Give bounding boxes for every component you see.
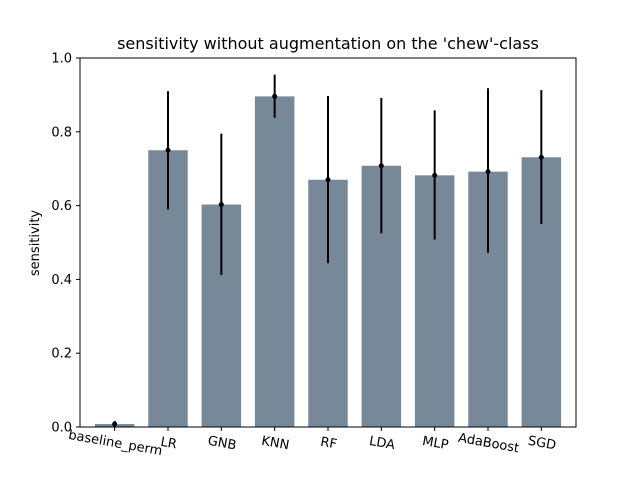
data-point [165, 147, 171, 153]
x-tick-label: RF [319, 435, 338, 453]
data-point [325, 177, 331, 183]
y-tick-label: 0.8 [51, 125, 72, 140]
data-point [378, 163, 384, 169]
plot-frame [79, 57, 577, 428]
x-tick-label: MLP [421, 434, 450, 453]
data-point [218, 201, 224, 207]
data-point [538, 154, 544, 160]
y-tick-label: 1.0 [51, 52, 72, 67]
x-tick-label: AdaBoost [457, 431, 520, 456]
x-tick-label: LR [159, 435, 178, 453]
y-tick-label: 0.2 [51, 347, 72, 362]
data-point [432, 172, 438, 178]
x-tick-label: GNB [206, 434, 237, 454]
y-axis-ticks: 0.0 0.2 0.4 0.6 0.8 1.0 [51, 52, 80, 436]
y-axis-label: sensitivity [28, 210, 43, 277]
data-point [485, 169, 491, 175]
x-tick-label: LDA [368, 434, 396, 453]
x-tick-label: KNN [260, 434, 290, 454]
data-point [272, 93, 278, 99]
error-bars-group [112, 74, 544, 427]
bar [254, 96, 295, 427]
x-tick-label: baseline_perm [67, 428, 163, 459]
y-tick-label: 0.4 [51, 273, 72, 288]
x-tick-label: SGD [527, 434, 558, 454]
y-tick-label: 0.0 [51, 421, 72, 436]
y-tick-label: 0.6 [51, 199, 72, 214]
data-point [112, 421, 118, 427]
chart-title: sensitivity without augmentation on the … [117, 34, 539, 53]
